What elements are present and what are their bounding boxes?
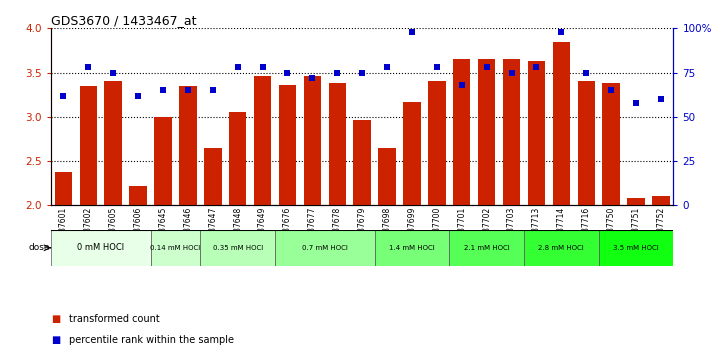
Point bbox=[232, 64, 243, 70]
Text: 3.5 mM HOCl: 3.5 mM HOCl bbox=[613, 245, 659, 251]
Bar bbox=[275, 230, 375, 266]
Point bbox=[331, 70, 343, 75]
Bar bbox=[79, 86, 97, 205]
Bar bbox=[428, 81, 446, 205]
Bar bbox=[204, 148, 221, 205]
Bar bbox=[503, 59, 521, 205]
Point bbox=[456, 82, 467, 88]
Bar bbox=[453, 59, 470, 205]
Bar bbox=[553, 42, 570, 205]
Text: 0.14 mM HOCl: 0.14 mM HOCl bbox=[150, 245, 201, 251]
Bar bbox=[598, 230, 673, 266]
Bar bbox=[229, 113, 246, 205]
Text: 2.8 mM HOCl: 2.8 mM HOCl bbox=[539, 245, 585, 251]
Bar bbox=[379, 148, 396, 205]
Text: 0.35 mM HOCl: 0.35 mM HOCl bbox=[213, 245, 263, 251]
Bar bbox=[254, 76, 272, 205]
Point bbox=[108, 70, 119, 75]
Bar bbox=[328, 83, 346, 205]
Bar bbox=[154, 117, 172, 205]
Bar bbox=[279, 85, 296, 205]
Bar bbox=[375, 230, 449, 266]
Point bbox=[306, 75, 318, 81]
Bar bbox=[524, 230, 598, 266]
Text: transformed count: transformed count bbox=[69, 314, 160, 324]
Point bbox=[82, 64, 94, 70]
Text: 1.4 mM HOCl: 1.4 mM HOCl bbox=[389, 245, 435, 251]
Point bbox=[531, 64, 542, 70]
Point bbox=[580, 70, 592, 75]
Point bbox=[606, 87, 617, 93]
Point bbox=[58, 93, 69, 98]
Text: percentile rank within the sample: percentile rank within the sample bbox=[69, 335, 234, 345]
Point bbox=[555, 29, 567, 35]
Bar bbox=[304, 76, 321, 205]
Point bbox=[357, 70, 368, 75]
Text: dose: dose bbox=[29, 243, 50, 252]
Bar bbox=[200, 230, 275, 266]
Point bbox=[630, 100, 642, 105]
Text: ■: ■ bbox=[51, 335, 60, 345]
Point bbox=[655, 96, 667, 102]
Bar bbox=[55, 172, 72, 205]
Bar bbox=[354, 120, 371, 205]
Text: GDS3670 / 1433467_at: GDS3670 / 1433467_at bbox=[51, 14, 197, 27]
Point bbox=[282, 70, 293, 75]
Bar bbox=[151, 230, 200, 266]
Bar bbox=[528, 61, 545, 205]
Bar bbox=[628, 198, 645, 205]
Point bbox=[207, 87, 218, 93]
Bar bbox=[51, 230, 151, 266]
Bar bbox=[105, 81, 122, 205]
Point bbox=[406, 29, 418, 35]
Text: 0 mM HOCl: 0 mM HOCl bbox=[77, 243, 124, 252]
Text: 2.1 mM HOCl: 2.1 mM HOCl bbox=[464, 245, 510, 251]
Point bbox=[182, 87, 194, 93]
Point bbox=[157, 87, 169, 93]
Bar bbox=[577, 81, 595, 205]
Point bbox=[506, 70, 518, 75]
Point bbox=[481, 64, 493, 70]
Point bbox=[257, 64, 269, 70]
Point bbox=[381, 64, 393, 70]
Bar bbox=[449, 230, 524, 266]
Bar bbox=[179, 86, 197, 205]
Text: ■: ■ bbox=[51, 314, 60, 324]
Bar bbox=[403, 102, 421, 205]
Bar bbox=[603, 83, 620, 205]
Bar bbox=[130, 186, 147, 205]
Text: 0.7 mM HOCl: 0.7 mM HOCl bbox=[302, 245, 348, 251]
Point bbox=[431, 64, 443, 70]
Point bbox=[132, 93, 144, 98]
Bar bbox=[652, 196, 670, 205]
Bar bbox=[478, 59, 495, 205]
